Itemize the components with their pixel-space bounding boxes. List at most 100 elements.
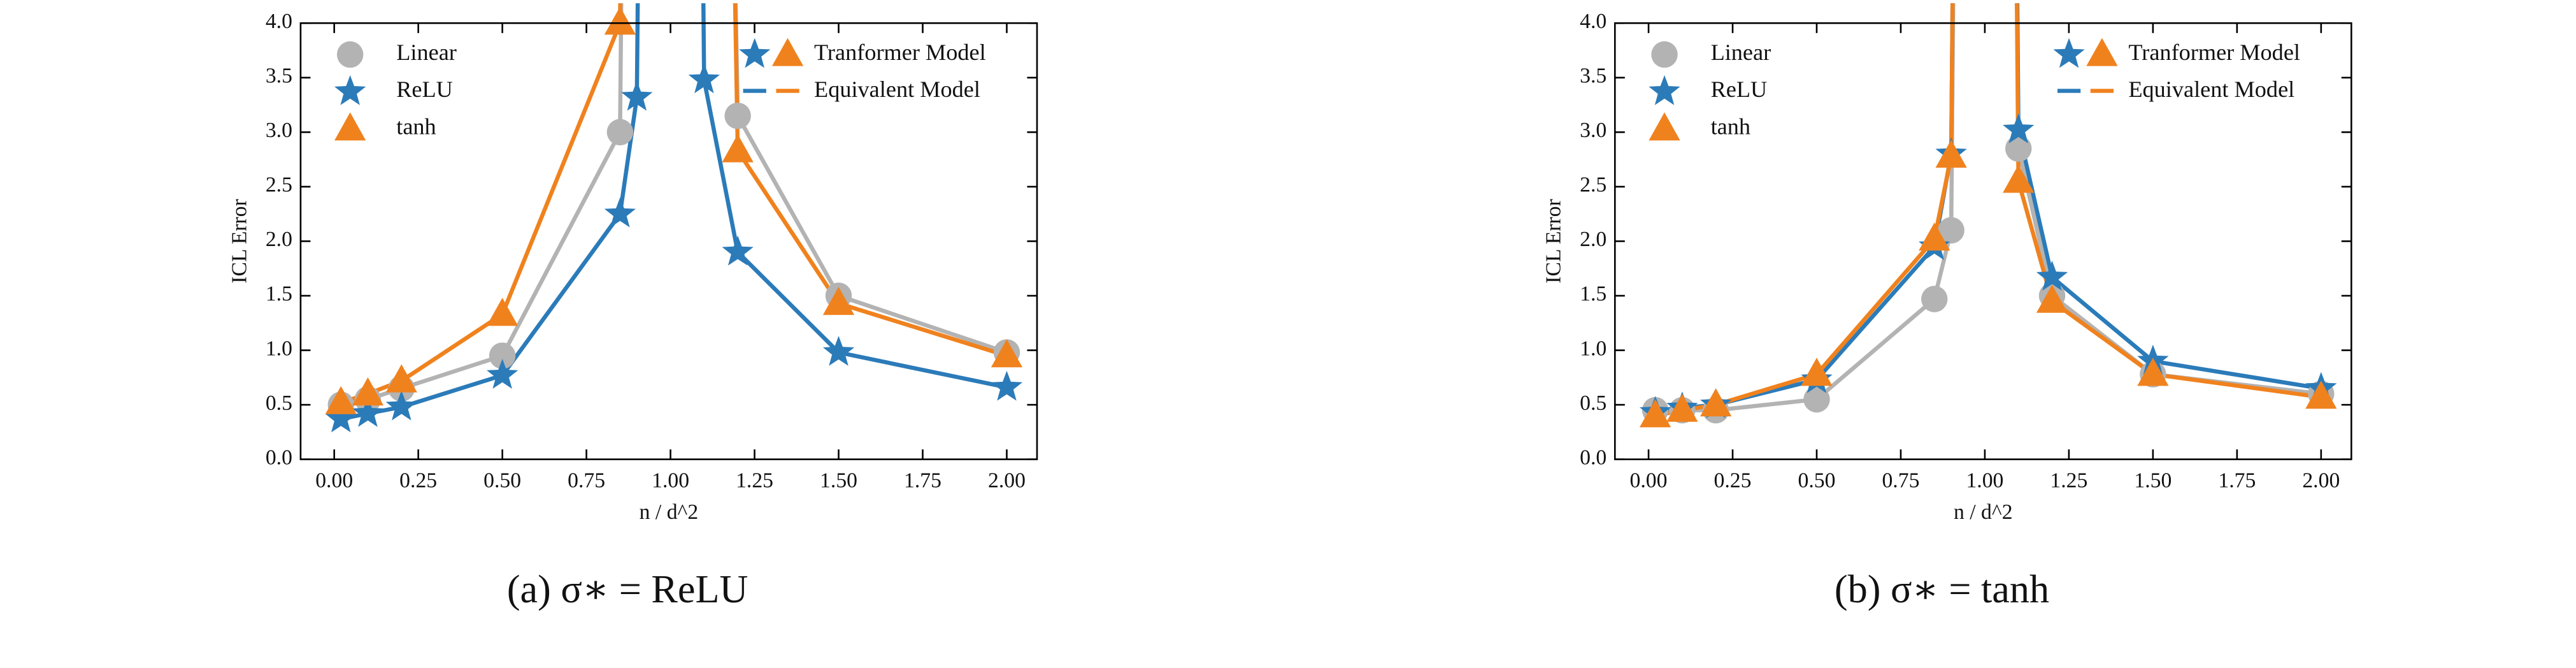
- marker-star: [2003, 113, 2035, 143]
- y-tick-label: 0.0: [1580, 446, 1606, 469]
- marker-star: [325, 402, 357, 433]
- marker-circle: [2005, 135, 2032, 162]
- x-tick-label: 0.50: [1798, 469, 1836, 493]
- marker-triangle: [2137, 358, 2169, 386]
- x-tick-label: 1.00: [1966, 469, 2003, 493]
- y-tick-label: 2.5: [1580, 173, 1606, 197]
- marker-star: [1649, 75, 1680, 105]
- marker-star: [991, 370, 1023, 401]
- y-tick-label: 1.5: [1580, 282, 1606, 306]
- x-tick-label: 1.00: [652, 469, 689, 493]
- marker-triangle: [1649, 112, 1680, 141]
- x-tick-label: 1.25: [2050, 469, 2087, 493]
- x-tick-label: 0.00: [315, 469, 353, 493]
- marker-star: [385, 390, 417, 421]
- x-tick-label: 1.75: [904, 469, 941, 493]
- y-axis-label: ICL Error: [227, 199, 251, 284]
- marker-triangle: [2086, 38, 2118, 66]
- marker-triangle: [385, 364, 417, 393]
- marker-circle: [489, 342, 516, 369]
- x-tick-label: 2.00: [988, 469, 1026, 493]
- marker-triangle: [1935, 140, 1967, 168]
- x-tick-label: 0.75: [1882, 469, 1919, 493]
- marker-triangle: [487, 298, 519, 326]
- legend-label: tanh: [396, 114, 436, 140]
- caption: (b) σ∗ = tanh: [1835, 568, 2049, 611]
- y-tick-label: 1.5: [266, 282, 292, 306]
- marker-star: [604, 197, 636, 228]
- marker-circle: [1803, 386, 1830, 413]
- marker-triangle: [352, 377, 384, 406]
- marker-star: [688, 63, 720, 94]
- legend-label: Tranformer Model: [2128, 40, 2300, 65]
- plot-area: [325, 3, 1023, 433]
- marker-star: [621, 80, 653, 111]
- marker-star: [822, 336, 855, 366]
- y-tick-label: 2.0: [266, 228, 292, 251]
- x-tick-label: 1.50: [820, 469, 857, 493]
- marker-triangle: [2003, 164, 2035, 193]
- marker-star: [486, 358, 519, 389]
- marker-triangle: [991, 339, 1023, 368]
- plot-area: [1639, 3, 2337, 428]
- y-tick-label: 3.0: [266, 119, 292, 142]
- y-tick-label: 0.0: [266, 446, 292, 469]
- x-tick-label: 2.00: [2302, 469, 2340, 493]
- marker-triangle: [604, 6, 636, 35]
- marker-triangle: [2305, 381, 2337, 409]
- y-axis-label: ICL Error: [1542, 199, 1566, 284]
- marker-triangle: [822, 287, 855, 316]
- caption: (a) σ∗ = ReLU: [507, 568, 748, 611]
- marker-triangle: [334, 112, 366, 141]
- x-axis-label: n / d^2: [1954, 500, 2013, 524]
- legend-label: tanh: [1711, 114, 1750, 140]
- marker-star: [739, 38, 771, 68]
- axes-frame: [1614, 22, 2352, 460]
- marker-star: [2036, 260, 2068, 291]
- legend-label: Equivalent Model: [2128, 76, 2294, 102]
- y-tick-label: 4.0: [266, 10, 292, 33]
- marker-triangle: [771, 38, 804, 66]
- x-tick-label: 0.25: [1714, 469, 1752, 493]
- legend-label: Tranformer Model: [814, 40, 986, 65]
- marker-circle: [724, 102, 751, 129]
- x-tick-label: 0.75: [568, 469, 605, 493]
- x-tick-label: 1.75: [2218, 469, 2256, 493]
- marker-triangle: [722, 134, 754, 163]
- y-tick-label: 0.5: [266, 391, 292, 415]
- y-tick-label: 0.5: [1580, 391, 1606, 415]
- legend-label: ReLU: [396, 76, 453, 102]
- legend-label: Linear: [396, 40, 457, 65]
- x-tick-label: 0.50: [483, 469, 521, 493]
- legend-label: Linear: [1711, 40, 1771, 65]
- marker-star: [352, 396, 384, 427]
- y-tick-label: 3.5: [266, 64, 292, 88]
- x-tick-label: 0.25: [399, 469, 437, 493]
- x-axis-label: n / d^2: [640, 500, 699, 524]
- marker-circle: [606, 119, 634, 146]
- y-tick-label: 2.0: [1580, 228, 1606, 251]
- marker-star: [2053, 38, 2085, 68]
- marker-triangle: [1801, 358, 1833, 386]
- y-tick-label: 1.0: [266, 337, 292, 360]
- y-tick-label: 3.5: [1580, 64, 1606, 88]
- marker-triangle: [1666, 393, 1698, 422]
- marker-circle: [1938, 217, 1964, 244]
- x-tick-label: 1.50: [2134, 469, 2172, 493]
- marker-circle: [336, 41, 364, 68]
- y-tick-label: 2.5: [266, 173, 292, 197]
- legend-label: ReLU: [1711, 76, 1768, 102]
- y-tick-label: 4.0: [1580, 10, 1606, 33]
- y-tick-label: 3.0: [1580, 119, 1606, 142]
- marker-triangle: [1639, 399, 1671, 428]
- marker-star: [334, 75, 366, 105]
- marker-triangle: [325, 386, 357, 414]
- marker-star: [722, 235, 754, 266]
- axes-frame: [299, 22, 1038, 460]
- marker-triangle: [1699, 388, 1732, 417]
- y-tick-label: 1.0: [1580, 337, 1606, 360]
- marker-circle: [1651, 41, 1678, 68]
- x-tick-label: 1.25: [736, 469, 773, 493]
